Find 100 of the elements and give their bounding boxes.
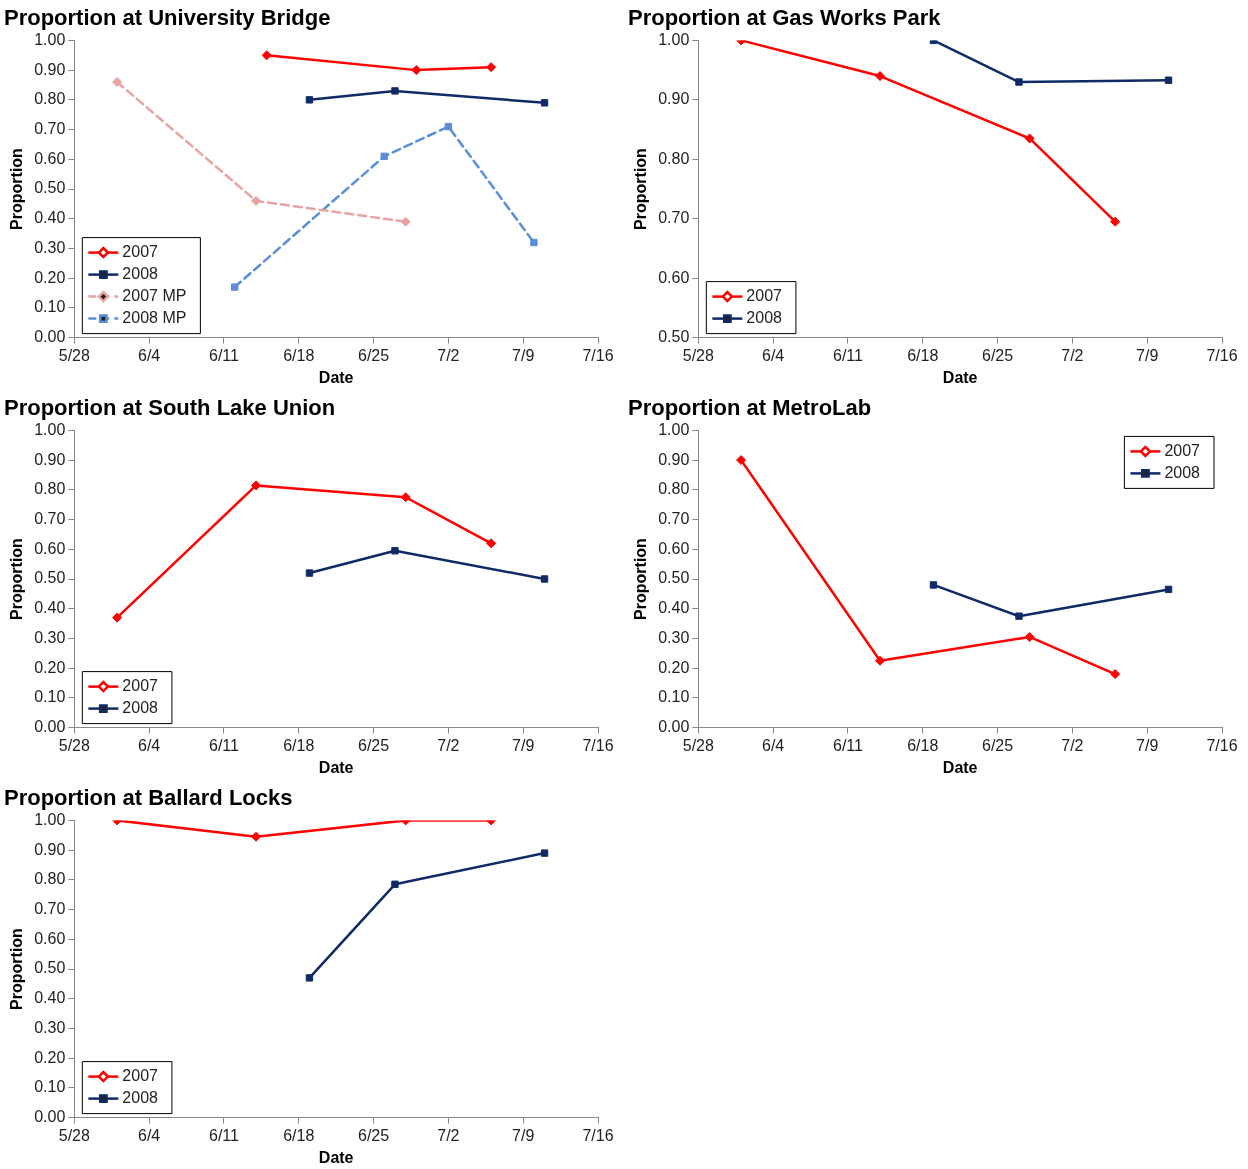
- y-tick-label: 0.60: [34, 929, 66, 947]
- y-tick-label: 0.30: [658, 628, 690, 646]
- y-tick-label: 0.30: [34, 238, 66, 256]
- point: [875, 655, 886, 666]
- x-tick-label: 6/11: [208, 1126, 240, 1144]
- x-tick-label: 7/16: [582, 346, 614, 364]
- x-tick-label: 7/2: [1061, 736, 1084, 754]
- y-tick-label: 0.00: [34, 328, 66, 346]
- x-tick-label: 7/2: [437, 736, 460, 754]
- x-tick-label: 6/4: [138, 736, 161, 754]
- x-tick-label: 6/18: [907, 736, 939, 754]
- y-tick-label: 0.60: [658, 268, 690, 286]
- point: [1164, 585, 1173, 594]
- point: [400, 216, 411, 227]
- x-tick-label: 7/2: [1061, 346, 1084, 364]
- y-tick-label: 1.00: [34, 420, 66, 438]
- y-axis-title: Proportion: [8, 148, 26, 230]
- legend-label: 2007: [122, 243, 159, 261]
- point: [112, 612, 123, 623]
- point: [251, 195, 262, 206]
- y-tick-label: 0.20: [658, 658, 690, 676]
- x-tick-label: 5/28: [682, 346, 715, 364]
- y-tick-label: 0.80: [34, 480, 66, 498]
- point: [540, 99, 549, 107]
- y-tick-label: 0.10: [34, 688, 66, 706]
- chart-title: Proportion at MetroLab: [628, 395, 872, 421]
- y-axis-title: Proportion: [8, 538, 26, 620]
- point: [261, 50, 272, 61]
- legend-label: 2007 MP: [122, 287, 187, 305]
- y-tick-label: 0.40: [34, 599, 66, 617]
- y-tick-label: 1.00: [34, 30, 66, 48]
- x-axis-title: Date: [318, 758, 354, 776]
- y-tick-label: 0.50: [658, 328, 690, 346]
- point: [1015, 612, 1023, 620]
- legend-label: 2008: [122, 1089, 159, 1107]
- y-tick-label: 0.40: [34, 209, 66, 227]
- y-tick-label: 0.10: [658, 688, 690, 706]
- point: [112, 77, 123, 88]
- y-tick-label: 0.20: [34, 268, 66, 286]
- y-tick-label: 0.90: [658, 90, 690, 108]
- x-tick-label: 7/2: [437, 346, 460, 364]
- x-axis-title: Date: [942, 368, 978, 386]
- x-tick-label: 7/16: [582, 1126, 614, 1144]
- x-tick-label: 7/9: [512, 736, 535, 754]
- chart-title: Proportion at University Bridge: [4, 5, 331, 31]
- legend-label: 2008: [122, 699, 159, 717]
- legend-label: 2008: [746, 309, 783, 327]
- x-tick-label: 7/9: [1136, 346, 1159, 364]
- x-tick-label: 6/18: [283, 736, 315, 754]
- y-tick-label: 1.00: [658, 420, 690, 438]
- point: [391, 87, 399, 95]
- x-tick-label: 7/2: [437, 1126, 460, 1144]
- point: [1110, 669, 1121, 680]
- chart-title: Proportion at Gas Works Park: [628, 5, 942, 31]
- point: [305, 974, 314, 982]
- x-tick-label: 6/18: [283, 346, 315, 364]
- point: [530, 238, 538, 247]
- y-tick-label: 0.90: [34, 840, 66, 858]
- y-tick-label: 0.70: [34, 899, 66, 917]
- x-tick-label: 6/11: [208, 736, 240, 754]
- x-tick-label: 5/28: [58, 346, 91, 364]
- point: [540, 849, 549, 857]
- y-tick-label: 0.40: [658, 599, 690, 617]
- y-tick-label: 0.20: [34, 658, 66, 676]
- point: [400, 492, 411, 503]
- x-tick-label: 6/25: [358, 1126, 390, 1144]
- point: [391, 880, 399, 888]
- y-tick-label: 0.10: [34, 1078, 66, 1096]
- x-tick-label: 7/16: [1206, 736, 1238, 754]
- y-tick-label: 1.00: [658, 30, 690, 48]
- y-tick-label: 0.00: [34, 718, 66, 736]
- y-tick-label: 0.90: [34, 60, 66, 78]
- y-tick-label: 0.60: [34, 149, 66, 167]
- y-tick-label: 0.50: [34, 569, 66, 587]
- x-tick-label: 6/11: [832, 736, 864, 754]
- x-tick-label: 5/28: [58, 736, 91, 754]
- y-axis-title: Proportion: [8, 928, 26, 1010]
- point: [251, 480, 262, 491]
- y-tick-label: 0.50: [34, 959, 66, 977]
- point: [486, 62, 497, 73]
- x-tick-label: 6/18: [283, 1126, 315, 1144]
- legend-label: 2008: [1164, 463, 1201, 481]
- y-tick-label: 0.60: [34, 539, 66, 557]
- y-tick-label: 0.30: [34, 1018, 66, 1036]
- point: [230, 283, 239, 291]
- y-axis-title: Proportion: [632, 538, 650, 620]
- y-tick-label: 0.80: [658, 480, 690, 498]
- point: [486, 538, 497, 549]
- x-tick-label: 6/25: [982, 346, 1014, 364]
- x-tick-label: 6/18: [907, 346, 939, 364]
- point: [1024, 133, 1035, 144]
- legend-label: 2007: [122, 677, 159, 695]
- y-tick-label: 0.50: [658, 569, 690, 587]
- x-tick-label: 6/11: [208, 346, 240, 364]
- y-tick-label: 0.70: [34, 509, 66, 527]
- chart-title: Proportion at Ballard Locks: [4, 785, 293, 811]
- y-tick-label: 0.60: [658, 539, 690, 557]
- legend-label: 2007: [122, 1067, 159, 1085]
- point: [929, 581, 938, 589]
- point: [1110, 216, 1121, 227]
